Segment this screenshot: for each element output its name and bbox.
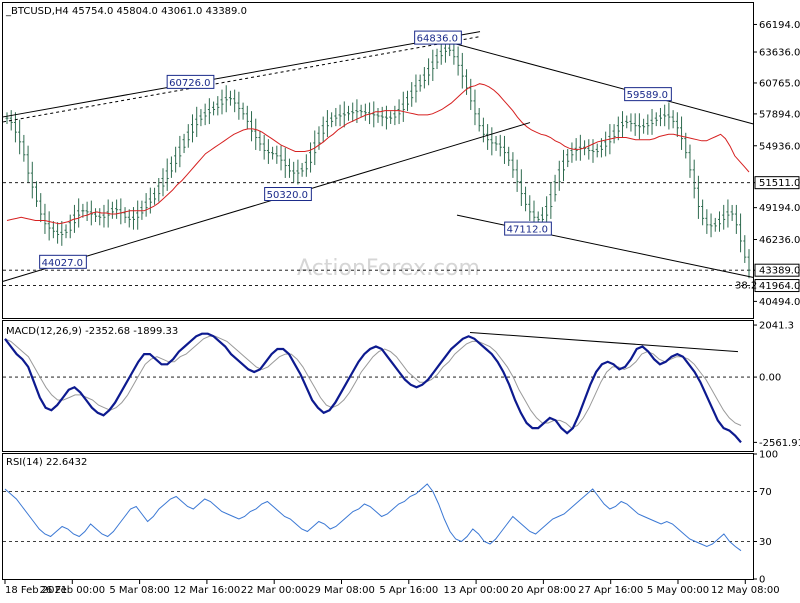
macd-pane-frame <box>2 320 754 452</box>
macd-ytick-label: 0.00 <box>759 373 781 384</box>
moving-average-line <box>6 83 750 225</box>
xtick-label: 5 Apr 16:00 <box>379 585 438 596</box>
price-annotation-box <box>264 187 312 202</box>
main-ytick-box <box>754 263 800 277</box>
rsi-label: RSI(14) 22.6432 <box>6 457 87 468</box>
main-ytick-label: 57894.0 <box>759 109 800 120</box>
price-annotation-label: 44027.0 <box>42 258 83 269</box>
rsi-line <box>4 483 742 552</box>
macd-divergence-line <box>469 331 739 353</box>
main-ytick-label: 40494.0 <box>759 297 800 308</box>
main-ytick-label: 49194.0 <box>759 203 800 214</box>
rsi-pane-layer: 100 70 30 0 <box>3 450 778 586</box>
descending-resistance-line <box>437 38 754 125</box>
xtick-label: 22 Mar 00:00 <box>241 585 308 596</box>
xtick-label: 5 Mar 08:00 <box>109 585 169 596</box>
rsi-ytick-label: 100 <box>759 450 778 461</box>
xtick-label: 12 Mar 16:00 <box>174 585 241 596</box>
main-ytick-label: 46236.0 <box>759 235 800 246</box>
main-ytick-label: 43389.0 <box>759 266 800 277</box>
fib-label: 38.2 <box>735 281 757 292</box>
macd-ytick-label: 2041.3 <box>759 321 794 332</box>
ohlc-label: 45754.0 45804.0 43061.0 43389.0 <box>72 6 247 17</box>
xtick-label: 12 May 08:00 <box>711 585 780 596</box>
price-annotation-box <box>39 254 87 269</box>
macd-main-line <box>4 332 742 444</box>
xtick-label: 5 May 00:00 <box>647 585 709 596</box>
rsi-ytick-label: 30 <box>759 537 772 548</box>
main-ytick-box <box>754 279 800 293</box>
price-annotation-box <box>414 30 462 45</box>
xtick-label: 20 Apr 08:00 <box>511 585 576 596</box>
macd-label: MACD(12,26,9) -2352.68 -1899.33 <box>6 326 178 337</box>
watermark: ActionForex.com <box>297 256 480 281</box>
xtick-label: 18 Feb 2021 <box>5 585 67 596</box>
macd-signal-line <box>4 335 742 429</box>
main-ytick-label: 51511.0 <box>759 178 800 189</box>
main-pane-layer: 66194.0 63636.0 60765.0 57894.0 54936.0 51511… <box>2 20 800 308</box>
symbol-label: _BTCUSD,H4 <box>5 6 69 17</box>
upper-channel-trendline <box>2 31 481 118</box>
price-annotation-label: 64836.0 <box>417 34 458 45</box>
main-pane-frame <box>2 2 754 319</box>
main-ytick-label: 41964.0 <box>759 281 800 292</box>
lower-channel-trendline <box>2 122 531 282</box>
xtick-label: 29 Mar 08:00 <box>308 585 375 596</box>
price-annotation-box <box>504 221 552 236</box>
main-ytick-label: 66194.0 <box>759 20 800 31</box>
price-annotation-label: 59589.0 <box>627 90 668 101</box>
price-annotation-label: 50320.0 <box>267 190 308 201</box>
upper-channel-dashed-line <box>2 36 481 123</box>
xtick-label: 27 Apr 16:00 <box>578 585 643 596</box>
price-annotation-box <box>166 74 215 89</box>
price-annotation-box <box>624 87 672 102</box>
rsi-ytick-label: 0 <box>759 575 765 586</box>
macd-pane-layer: 2041.3 0.00 -2561.91 <box>3 321 800 449</box>
price-annotation-label: 60726.0 <box>169 78 210 89</box>
main-ytick-label: 54936.0 <box>759 141 800 152</box>
rsi-pane-frame <box>2 453 754 580</box>
macd-ytick-label: -2561.91 <box>759 438 800 449</box>
xtick-label: 13 Apr 00:00 <box>443 585 508 596</box>
xtick-label: 26 Feb 00:00 <box>39 585 105 596</box>
price-annotation-label: 47112.0 <box>507 225 548 236</box>
main-ytick-box <box>754 176 800 190</box>
rsi-ytick-label: 70 <box>759 487 772 498</box>
main-ytick-label: 60765.0 <box>759 78 800 89</box>
main-ytick-label: 63636.0 <box>759 48 800 59</box>
descending-support-line <box>456 214 754 278</box>
